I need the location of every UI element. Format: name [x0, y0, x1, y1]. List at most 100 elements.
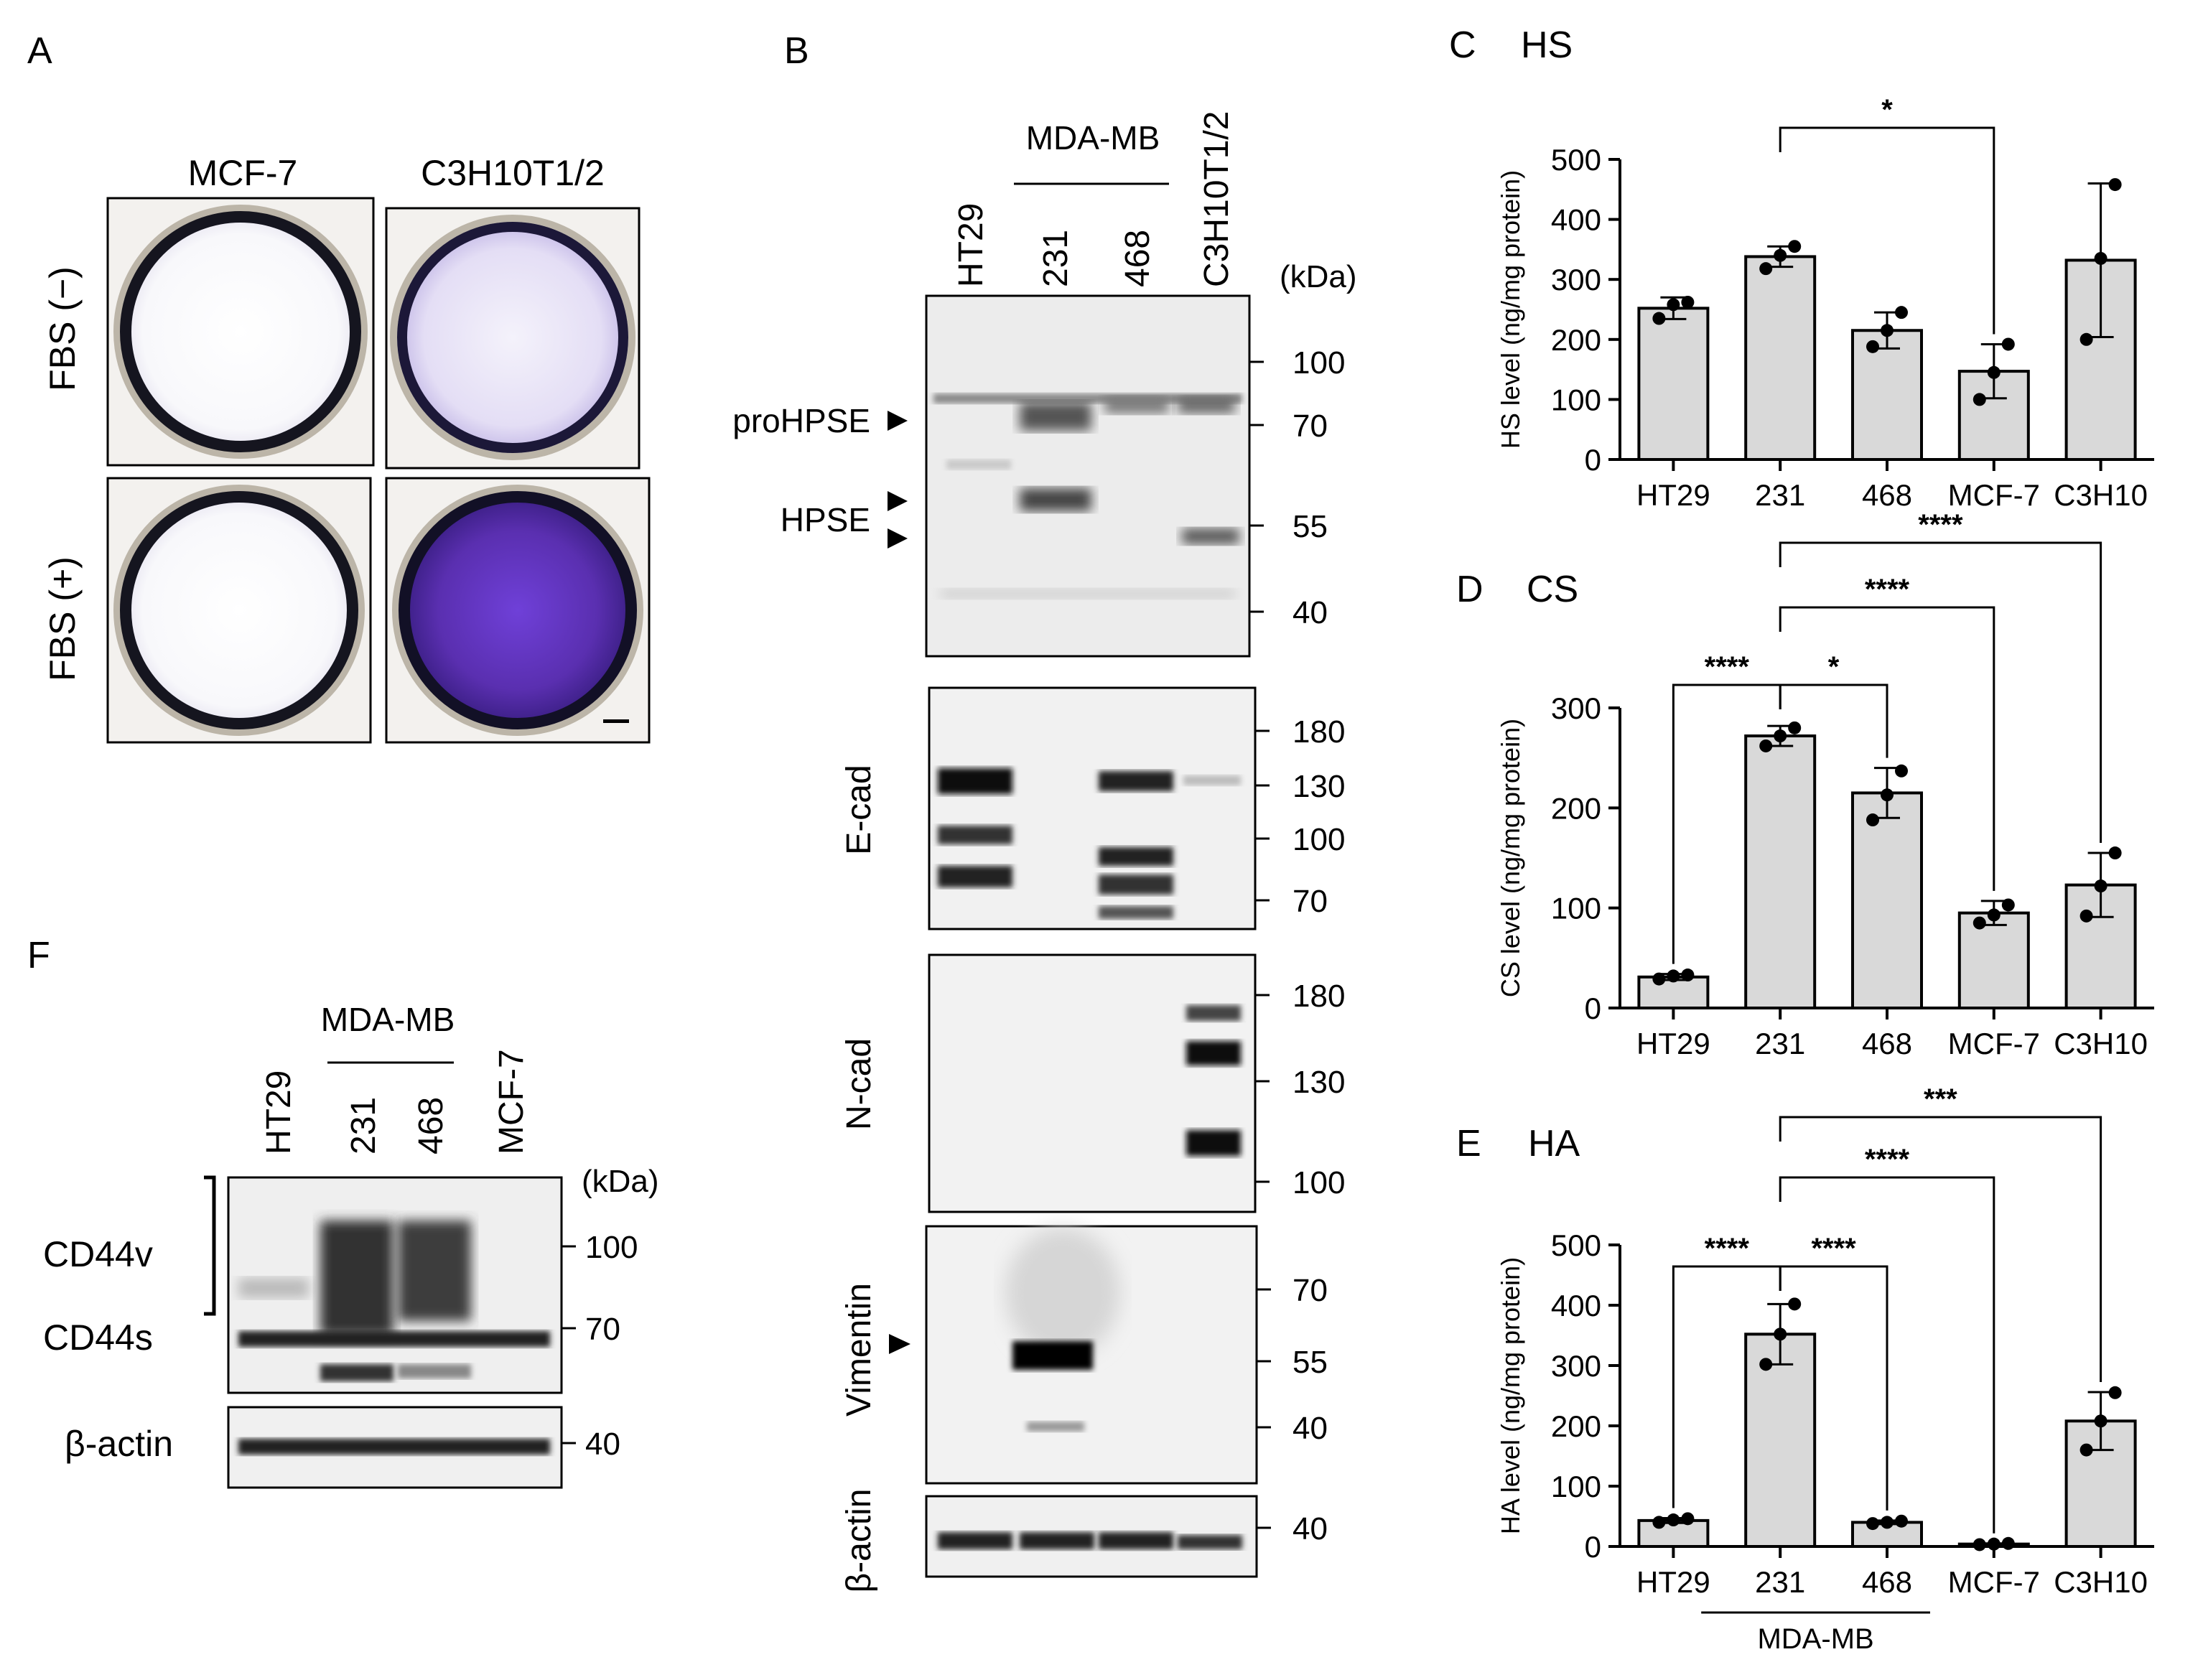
ecad-marker-180: 180: [1293, 714, 1345, 750]
y-tick-label: 300: [1551, 263, 1601, 297]
y-tick-label: 100: [1551, 383, 1601, 416]
chart-e-title: HA: [1528, 1123, 1580, 1165]
data-point: [1973, 1538, 1986, 1551]
data-point: [1759, 1358, 1773, 1371]
ecad-marker-130: 130: [1293, 769, 1345, 804]
chart-d-title: CS: [1527, 569, 1578, 610]
y-tick-label: 100: [1551, 892, 1601, 925]
data-point: [1652, 312, 1666, 325]
well-mcf7-fbs-plus: [106, 477, 372, 744]
x-tick-label: 231: [1755, 478, 1805, 512]
chart-cs: 0 100 200 300 CS level (ng/mg protein) HT29 23…: [1496, 509, 2154, 1060]
x-tick-label: MCF-7: [1948, 1027, 2040, 1060]
group-label: MDA-MB: [1757, 1623, 1873, 1655]
vimentin-marker-55: 55: [1293, 1345, 1328, 1380]
blot-ncad: 180 130 100 N-cad: [840, 953, 1345, 1213]
panel-label-b: B: [784, 30, 809, 72]
cd44s-label: CD44s: [43, 1317, 153, 1358]
data-point: [2079, 332, 2093, 346]
hpse-marker-55: 55: [1293, 509, 1328, 544]
chart-hs: 0 100 200 300 400 500 HS level (ng/mg protein)…: [1496, 94, 2154, 512]
scale-bar: [603, 719, 629, 723]
cd44v-bracket: [204, 1175, 216, 1316]
data-point: [1774, 248, 1787, 262]
hpse-arrow-icon-lower: [888, 528, 908, 549]
panel-f-lane-231: 231: [345, 1097, 383, 1154]
significance-bracket: [1779, 606, 1995, 891]
x-tick-label: C3H10: [2054, 1565, 2148, 1599]
data-point: [1788, 721, 1802, 734]
significance-label: ****: [1811, 1233, 1856, 1264]
data-point: [1774, 1327, 1787, 1341]
blot-f-b-actin: 40 β-actin: [65, 1406, 620, 1489]
data-point: [2079, 1443, 2093, 1457]
well-c3h10-fbs-minus: [385, 207, 641, 470]
x-tick-label: 468: [1862, 1565, 1912, 1599]
vimentin-label: Vimentin: [840, 1283, 878, 1417]
ecad-marker-100: 100: [1293, 822, 1345, 857]
panel-f-group-label: MDA-MB: [321, 1001, 455, 1038]
significance-bracket: [1779, 683, 1888, 758]
prohpse-arrow-icon: [888, 411, 908, 431]
panel-f: F MDA-MB HT29 231 468 MCF-7 (kDa) 100 70…: [27, 935, 659, 1489]
data-point: [1759, 739, 1773, 752]
panel-f-lane-mcf7: MCF-7: [493, 1049, 531, 1154]
data-point: [1881, 324, 1894, 337]
significance-label: ***: [1924, 1083, 1957, 1115]
panel-b-kda-header: (kDa): [1280, 259, 1357, 294]
vimentin-marker-40: 40: [1293, 1411, 1328, 1446]
y-tick-label: 500: [1551, 1228, 1601, 1262]
chart-c-title: HS: [1521, 24, 1573, 66]
data-point: [2001, 1536, 2015, 1550]
bar-ht29: [1637, 307, 1710, 461]
panel-b-lane-ht29: HT29: [952, 203, 990, 287]
y-tick-label: 400: [1551, 1289, 1601, 1322]
x-tick-label: HT29: [1636, 478, 1710, 512]
panel-b: B MDA-MB HT29 231 468 C3H10T1/2 (kDa) 10…: [732, 30, 1356, 1592]
significance-bracket: [1779, 1116, 2102, 1382]
x-tick-label: 468: [1862, 1027, 1912, 1060]
significance-bracket: [1779, 1176, 1995, 1534]
data-point: [1987, 1537, 2001, 1551]
y-tick-label: 100: [1551, 1470, 1601, 1503]
data-point: [1881, 1516, 1894, 1529]
ecad-marker-70: 70: [1293, 884, 1328, 919]
data-point: [1681, 295, 1695, 309]
blot-vimentin: 70 55 40 Vimentin: [840, 1225, 1328, 1485]
bar-mcf-7: [1957, 911, 2030, 1009]
significance-bracket: [1779, 541, 2102, 844]
panel-a: A MCF-7 C3H10T1/2 FBS (−) FBS (+): [27, 30, 651, 744]
data-point: [1652, 972, 1666, 986]
data-point: [2108, 178, 2122, 192]
panel-label-c: C: [1449, 24, 1476, 66]
panel-label-d: D: [1456, 569, 1484, 610]
bar-231: [1744, 734, 1817, 1009]
panel-label-a: A: [27, 30, 52, 72]
data-point: [2001, 337, 2015, 351]
bar-468: [1851, 329, 1923, 462]
x-tick-label: HT29: [1636, 1027, 1710, 1060]
b-actin-marker-40: 40: [1293, 1511, 1328, 1546]
blot-cd44: 100 70 CD44v CD44s: [43, 1175, 638, 1394]
hpse-marker-40: 40: [1293, 595, 1328, 630]
well-mcf7-fbs-minus: [106, 197, 375, 467]
data-point: [1987, 365, 2001, 379]
data-point: [1667, 1513, 1680, 1527]
data-point: [1866, 340, 1879, 353]
data-point: [2094, 879, 2107, 893]
data-point: [1788, 240, 1802, 253]
significance-label: ****: [1865, 1144, 1910, 1175]
panel-a-row-fbs-minus: FBS (−): [42, 266, 83, 391]
data-point: [1652, 1516, 1666, 1529]
panel-b-lane-231: 231: [1037, 230, 1075, 287]
significance-label: ****: [1918, 509, 1963, 541]
cd44v-label: CD44v: [43, 1234, 153, 1274]
x-tick-label: C3H10: [2054, 1027, 2148, 1060]
x-tick-label: HT29: [1636, 1565, 1710, 1599]
ncad-marker-100: 100: [1293, 1165, 1345, 1200]
y-tick-label: 200: [1551, 791, 1601, 825]
ncad-marker-130: 130: [1293, 1065, 1345, 1100]
f-b-actin-label: β-actin: [65, 1424, 173, 1464]
ecad-label: E-cad: [840, 765, 878, 854]
ncad-marker-180: 180: [1293, 979, 1345, 1014]
